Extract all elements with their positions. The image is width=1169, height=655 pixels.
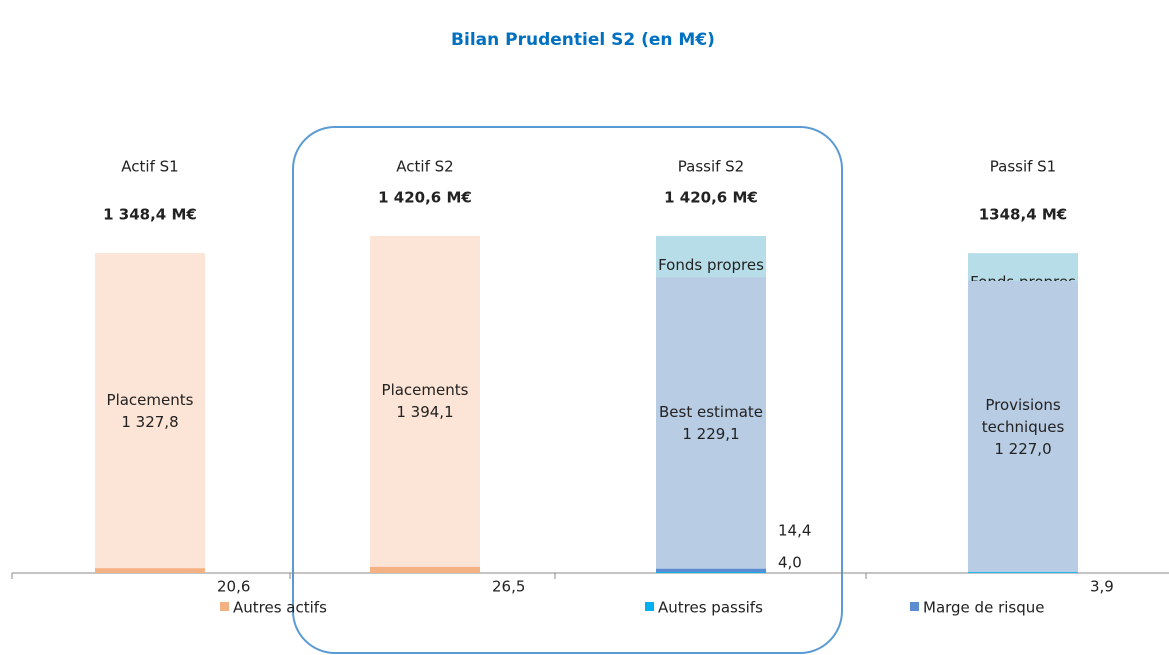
legend-label: Autres actifs	[233, 599, 327, 617]
segment-label: Fonds propres 173,1	[651, 236, 771, 277]
value-label: 20,6	[217, 578, 250, 596]
bar-segment	[370, 566, 480, 573]
bar-segment	[656, 568, 766, 573]
segment-value: 1 327,8	[121, 412, 179, 431]
segment-name: Fonds propres	[658, 256, 764, 274]
chart-title: Bilan Prudentiel S2 (en M€)	[451, 30, 715, 50]
total-label: 1 420,6 M€	[378, 189, 472, 207]
segment-name: Fonds propres	[963, 271, 1083, 281]
segment-label-box: Fonds propres117,5	[963, 253, 1083, 281]
segment-name: Best estimate	[659, 402, 763, 421]
segment-name: Provisions techniques	[981, 395, 1065, 436]
segment-name: Placements	[106, 390, 194, 409]
bracket	[292, 126, 843, 654]
segment-label-box: Placements 1 394,1	[365, 236, 485, 567]
legend-label: Autres passifs	[658, 599, 763, 617]
legend-swatch	[645, 602, 654, 611]
segment-value: 1 227,0	[994, 439, 1052, 458]
segment-label-box: Placements 1 327,8	[90, 253, 210, 568]
column-header: Actif S2	[396, 158, 453, 176]
segment-name: Placements	[381, 381, 469, 400]
bar-segment	[95, 568, 205, 573]
legend-swatch	[910, 602, 919, 611]
bar-segment	[95, 253, 205, 569]
column-header: Passif S1	[990, 158, 1056, 176]
bar-segment	[656, 236, 766, 278]
segment-label-box: Fonds propres 173,1	[651, 236, 771, 277]
bar-segment	[968, 253, 1078, 282]
value-label: 26,5	[492, 578, 525, 596]
legend-swatch	[220, 602, 229, 611]
axis-ticks	[11, 573, 867, 579]
bar-segment	[968, 281, 1078, 573]
total-label: 1 420,6 M€	[664, 189, 758, 207]
segment-label: Placements 1 394,1	[365, 236, 485, 567]
segment-label-box: Best estimate 1 229,1	[651, 277, 771, 569]
segment-label-box: Provisions techniques 1 227,0	[963, 281, 1083, 572]
column-header: Actif S1	[121, 158, 178, 176]
value-label: 3,9	[1090, 578, 1114, 596]
segment-value: 1 229,1	[682, 424, 740, 443]
value-label: 14,4	[778, 522, 811, 540]
segment-label: Fonds propres117,5	[963, 253, 1083, 281]
total-label: 1348,4 M€	[979, 206, 1067, 224]
segment-value: 1 394,1	[396, 403, 454, 422]
segment-label: Provisions techniques 1 227,0	[963, 281, 1083, 572]
segment-value: 173,1	[651, 276, 771, 277]
legend-label: Marge de risque	[923, 599, 1044, 617]
bar-segment	[656, 277, 766, 569]
segment-label: Placements 1 327,8	[90, 253, 210, 568]
bar-segment	[656, 572, 766, 573]
segment-label: Best estimate 1 229,1	[651, 277, 771, 569]
bar-segment	[968, 572, 1078, 573]
bar-segment	[370, 236, 480, 567]
value-label: 4,0	[778, 554, 802, 572]
total-label: 1 348,4 M€	[103, 206, 197, 224]
column-header: Passif S2	[678, 158, 744, 176]
